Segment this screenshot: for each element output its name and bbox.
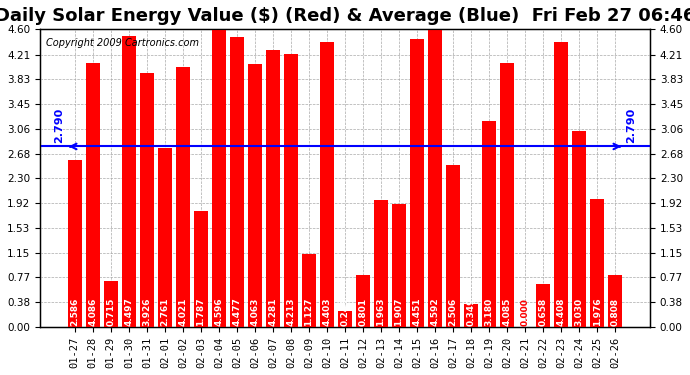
Text: 4.021: 4.021 <box>179 297 188 326</box>
Bar <box>464 304 478 327</box>
Bar <box>410 39 424 327</box>
Text: 4.063: 4.063 <box>250 297 259 326</box>
Text: 2.506: 2.506 <box>448 297 457 326</box>
Bar <box>482 121 496 327</box>
Title: Daily Solar Energy Value ($) (Red) & Average (Blue)  Fri Feb 27 06:46: Daily Solar Energy Value ($) (Red) & Ave… <box>0 7 690 25</box>
Bar <box>428 30 442 327</box>
Text: 0.658: 0.658 <box>539 297 548 326</box>
Bar <box>121 36 136 327</box>
Bar <box>590 199 604 327</box>
Text: 3.180: 3.180 <box>484 297 493 326</box>
Bar <box>500 63 514 327</box>
Bar <box>104 281 118 327</box>
Bar <box>139 73 154 327</box>
Text: 2.761: 2.761 <box>160 297 170 326</box>
Text: 4.213: 4.213 <box>286 297 295 326</box>
Text: 4.592: 4.592 <box>431 297 440 326</box>
Bar <box>446 165 460 327</box>
Bar <box>86 63 100 327</box>
Text: 4.497: 4.497 <box>124 297 133 326</box>
Text: 2.790: 2.790 <box>54 108 64 143</box>
Text: 0.349: 0.349 <box>466 297 475 326</box>
Text: Copyright 2009 Cartronics.com: Copyright 2009 Cartronics.com <box>46 38 199 48</box>
Text: 2.586: 2.586 <box>70 297 79 326</box>
Text: 4.281: 4.281 <box>268 297 277 326</box>
Text: 4.403: 4.403 <box>322 297 331 326</box>
Bar <box>536 285 551 327</box>
Text: 0.715: 0.715 <box>106 297 115 326</box>
Text: 0.000: 0.000 <box>520 298 530 326</box>
Bar <box>266 50 280 327</box>
Text: 4.451: 4.451 <box>413 297 422 326</box>
Text: 1.907: 1.907 <box>395 297 404 326</box>
Bar <box>212 30 226 327</box>
Bar <box>374 200 388 327</box>
Text: 3.030: 3.030 <box>575 298 584 326</box>
Bar <box>554 42 569 327</box>
Text: 0.801: 0.801 <box>359 298 368 326</box>
Text: 0.808: 0.808 <box>611 298 620 326</box>
Text: 1.963: 1.963 <box>377 297 386 326</box>
Bar <box>68 160 82 327</box>
Text: 4.085: 4.085 <box>502 297 511 326</box>
Bar <box>176 67 190 327</box>
Bar <box>356 275 371 327</box>
Bar <box>319 42 334 327</box>
Text: 4.086: 4.086 <box>88 297 97 326</box>
Bar <box>230 37 244 327</box>
Bar <box>608 275 622 327</box>
Bar <box>338 311 352 327</box>
Bar <box>248 64 262 327</box>
Text: 4.408: 4.408 <box>557 297 566 326</box>
Bar <box>284 54 298 327</box>
Bar <box>194 211 208 327</box>
Bar <box>302 254 316 327</box>
Text: 4.596: 4.596 <box>215 297 224 326</box>
Text: 2.790: 2.790 <box>626 108 636 143</box>
Text: 1.976: 1.976 <box>593 297 602 326</box>
Text: 4.477: 4.477 <box>233 297 241 326</box>
Text: 0.243: 0.243 <box>340 297 350 326</box>
Bar <box>572 131 586 327</box>
Bar <box>392 204 406 327</box>
Text: 1.127: 1.127 <box>304 297 313 326</box>
Text: 3.926: 3.926 <box>142 297 151 326</box>
Bar <box>158 148 172 327</box>
Text: 1.787: 1.787 <box>197 297 206 326</box>
